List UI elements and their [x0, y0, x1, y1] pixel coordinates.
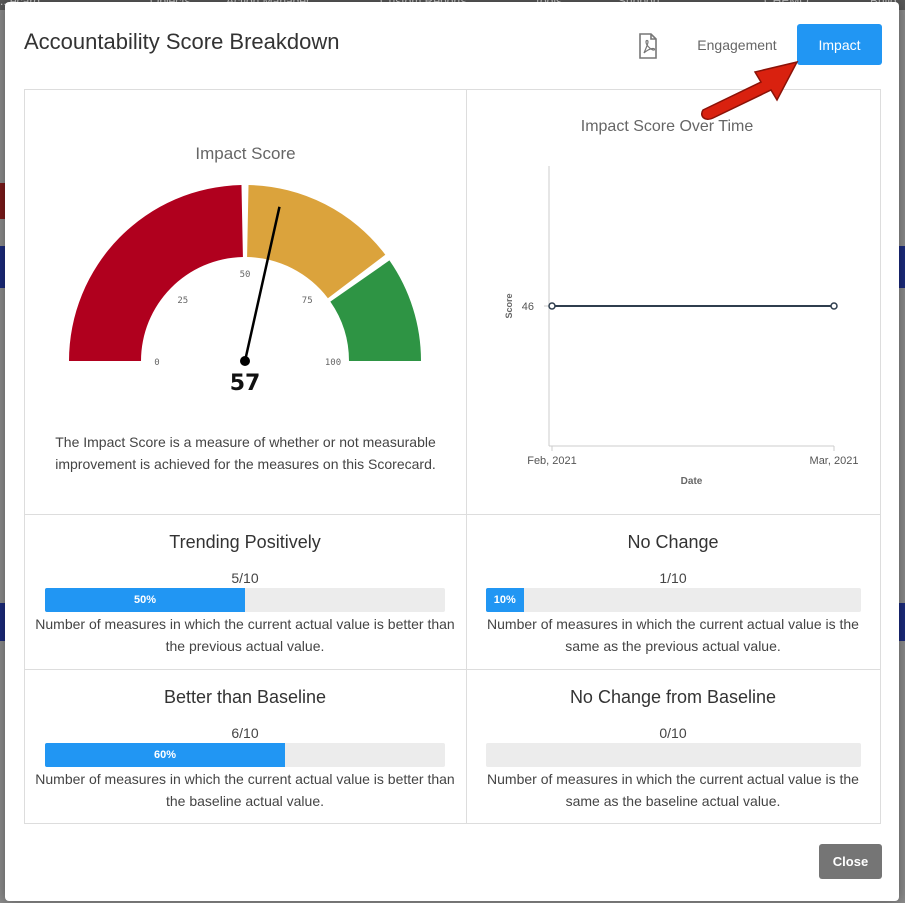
data-point	[549, 303, 555, 309]
metric-description: Number of measures in which the current …	[35, 613, 455, 657]
x-tick-label: Feb, 2021	[527, 455, 577, 467]
impact-score-line-chart: Feb, 2021 Mar, 2021 46 Date Score	[467, 90, 881, 510]
gauge-tick-label: 75	[302, 296, 313, 306]
gauge-value: 57	[230, 371, 261, 396]
grid-divider	[25, 514, 880, 515]
annotation-arrow	[697, 56, 803, 126]
metric-count: 6/10	[145, 725, 345, 741]
metric-title: Trending Positively	[45, 532, 445, 553]
gauge-band	[69, 185, 243, 361]
progress-bar-label: 10%	[486, 588, 524, 612]
gauge-description: The Impact Score is a measure of whether…	[43, 431, 448, 475]
grid-divider	[25, 669, 880, 670]
close-button[interactable]: Close	[819, 844, 882, 879]
pdf-icon[interactable]	[638, 33, 658, 59]
progress-bar	[486, 743, 861, 767]
data-point	[831, 303, 837, 309]
x-tick-label: Mar, 2021	[810, 455, 859, 467]
metric-description: Number of measures in which the current …	[483, 613, 863, 657]
impact-score-gauge: 0 25 50 75 100 57	[25, 90, 466, 410]
metric-description: Number of measures in which the current …	[483, 768, 863, 812]
gauge-needle-hub	[240, 356, 250, 366]
metric-count: 5/10	[145, 570, 345, 586]
metric-count: 1/10	[573, 570, 773, 586]
progress-bar-label: 60%	[45, 743, 285, 767]
y-axis-label: Score	[504, 293, 514, 318]
modal-title: Accountability Score Breakdown	[24, 29, 340, 55]
progress-bar: 60%	[45, 743, 445, 767]
gauge-tick-label: 25	[177, 296, 188, 306]
metric-title: Better than Baseline	[45, 687, 445, 708]
metric-count: 0/10	[573, 725, 773, 741]
gauge-tick-label: 50	[240, 270, 251, 280]
progress-bar-label: 50%	[45, 588, 245, 612]
y-tick-label: 46	[522, 301, 534, 313]
impact-tab-button[interactable]: Impact	[797, 24, 882, 65]
metric-description: Number of measures in which the current …	[35, 768, 455, 812]
breakdown-grid: Impact Score 0 25 50 75 100 57 The Impact Sco…	[24, 89, 881, 824]
score-breakdown-modal: Accountability Score Breakdown Engagemen…	[5, 2, 899, 901]
metric-title: No Change	[473, 532, 873, 553]
x-axis-label: Date	[681, 476, 703, 487]
metric-title: No Change from Baseline	[473, 687, 873, 708]
background-strip	[899, 246, 905, 288]
progress-bar: 10%	[486, 588, 861, 612]
background-strip	[899, 603, 905, 641]
gauge-tick-label: 100	[325, 358, 341, 368]
gauge-tick-label: 0	[154, 358, 159, 368]
progress-bar: 50%	[45, 588, 445, 612]
